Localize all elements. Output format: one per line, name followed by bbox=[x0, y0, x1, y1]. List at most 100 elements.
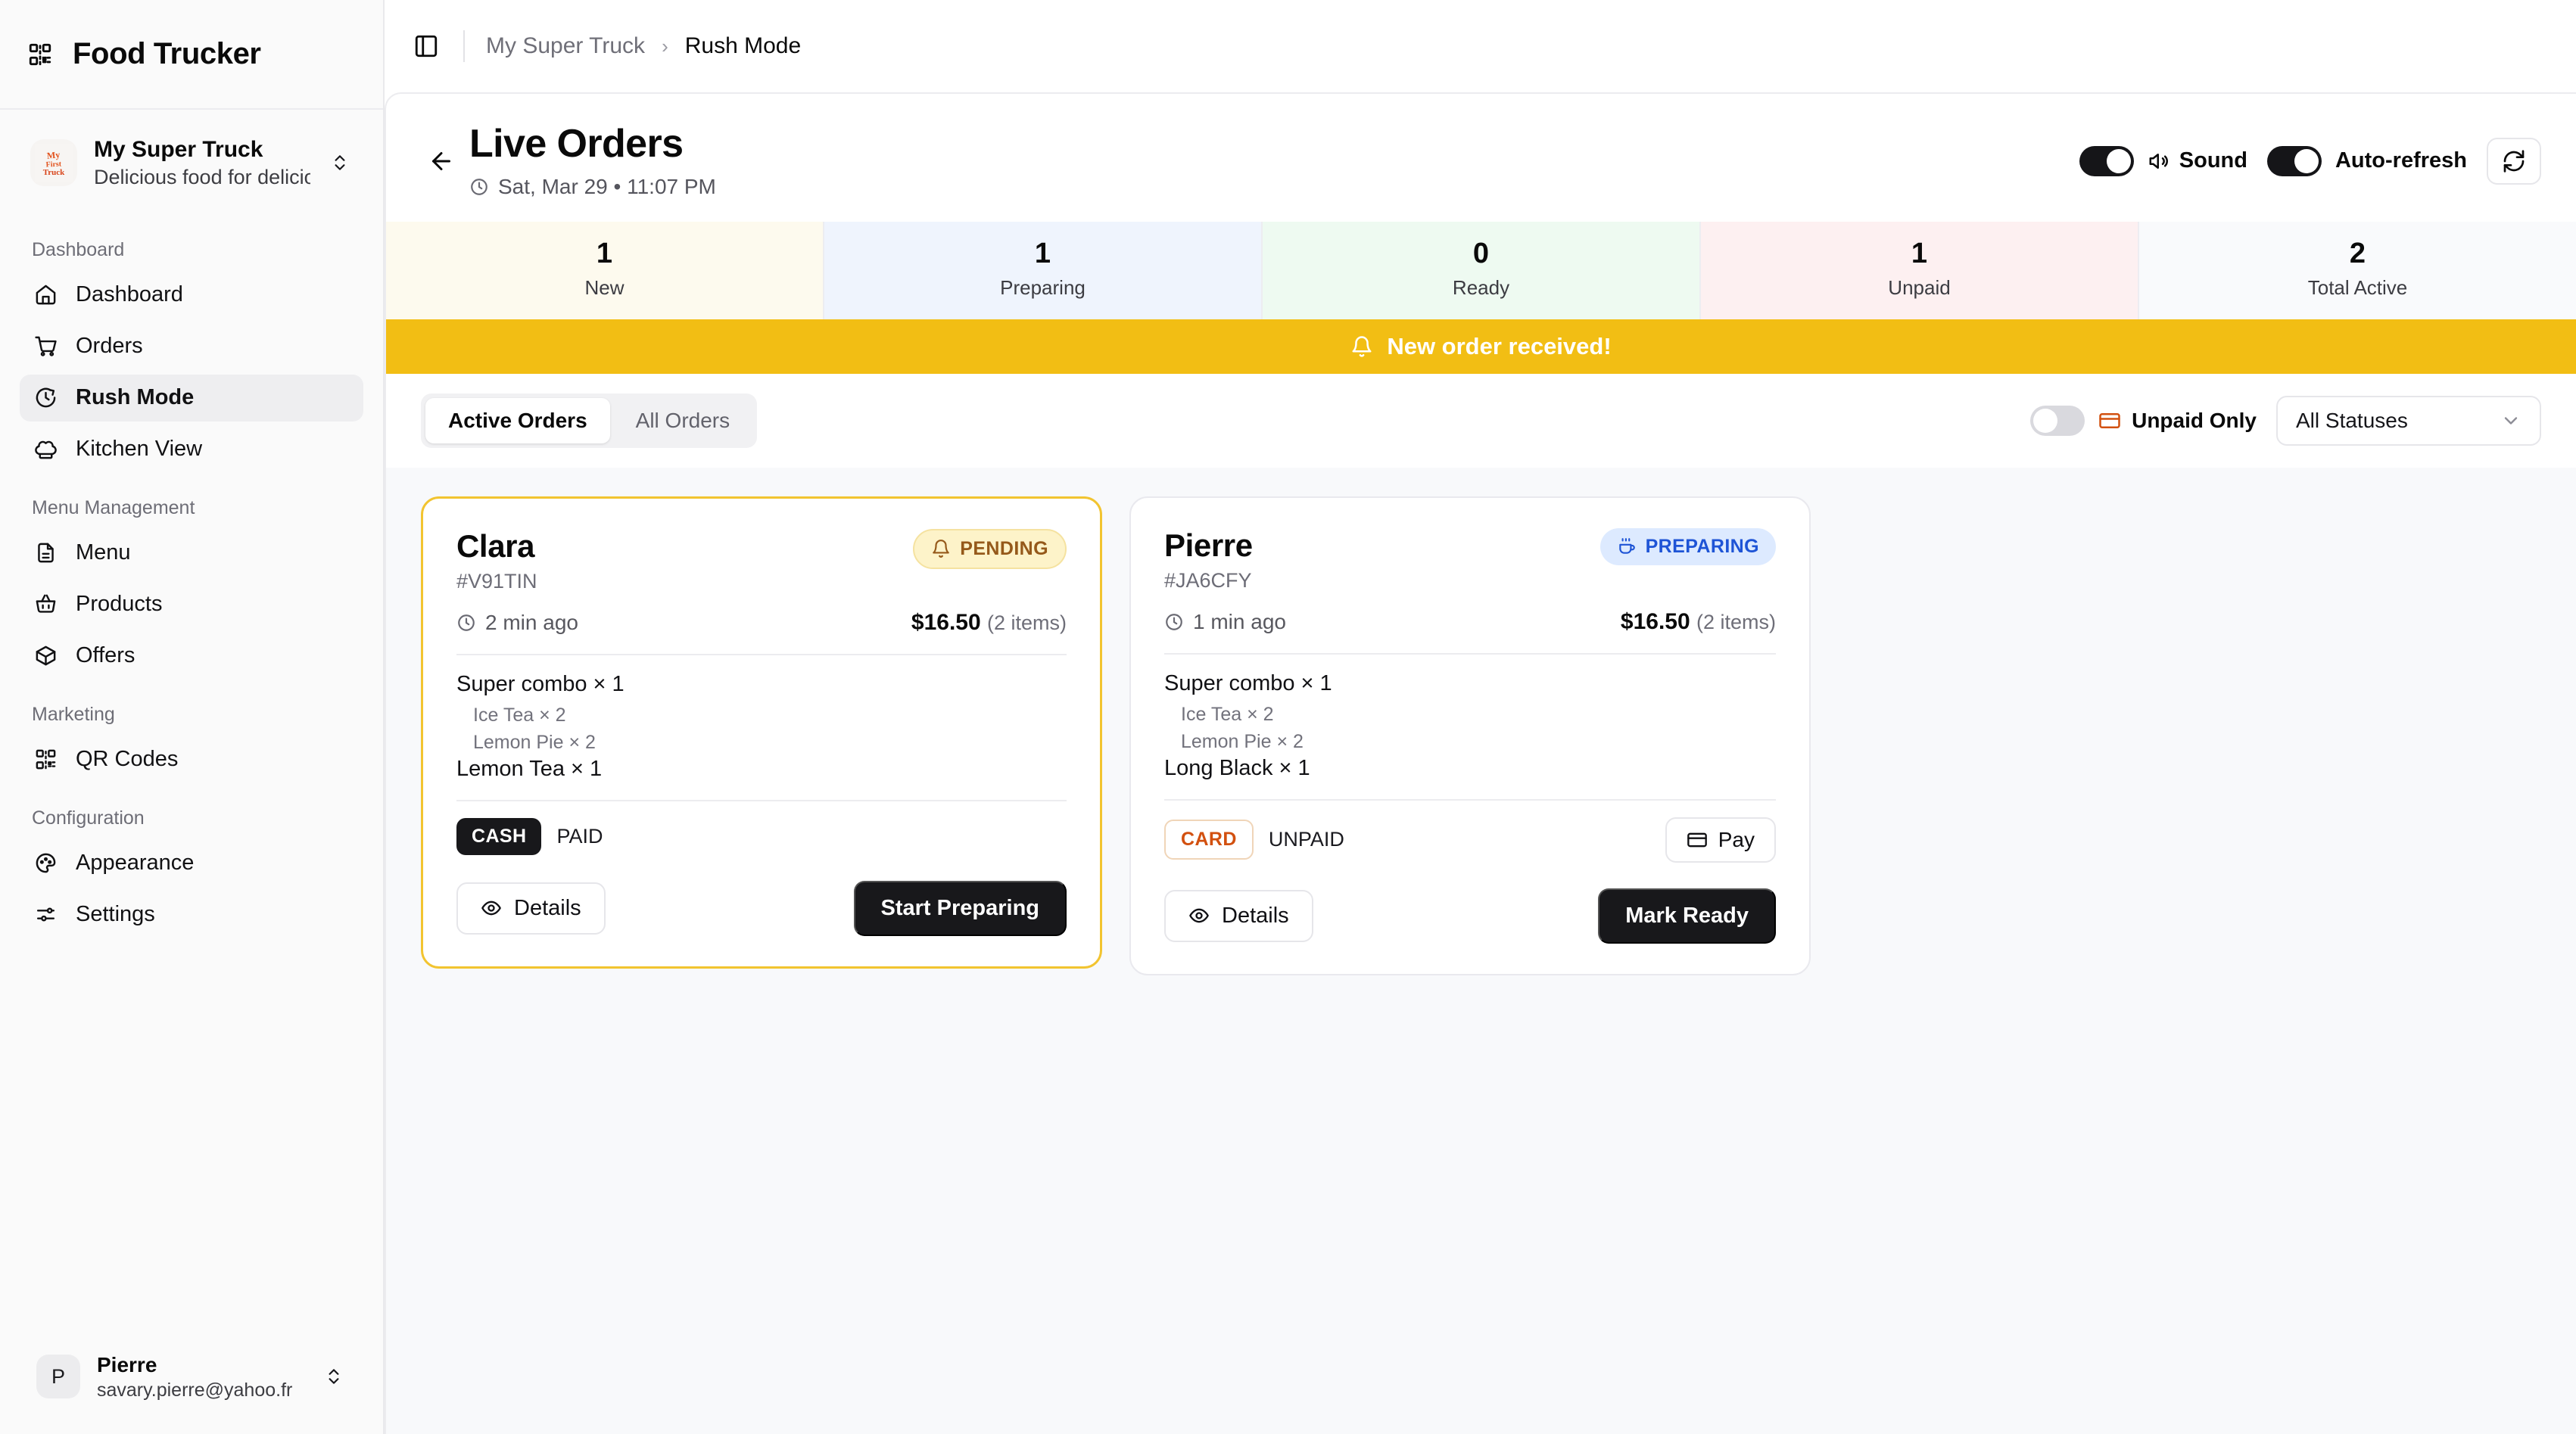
order-card[interactable]: Pierre #JA6CFY PREPARING 1 min ago $16.50 (2… bbox=[1129, 496, 1811, 975]
stat-tile-preparing: 1 Preparing bbox=[824, 222, 1263, 319]
chevron-right-icon: › bbox=[662, 34, 668, 58]
stat-label: New bbox=[584, 275, 625, 299]
filters-bar: Active Orders All Orders Unpaid Only bbox=[386, 373, 2576, 468]
breadcrumb-parent[interactable]: My Super Truck bbox=[486, 33, 646, 58]
truck-description: Delicious food for deliciou... bbox=[94, 165, 310, 188]
brand-title: Food Trucker bbox=[73, 37, 261, 70]
sidebar-toggle-icon[interactable] bbox=[410, 30, 442, 62]
sidebar-item-menu[interactable]: Menu bbox=[20, 530, 363, 577]
nav-group-label: Configuration bbox=[32, 807, 145, 829]
basket-icon bbox=[33, 593, 58, 617]
sliders-icon bbox=[33, 903, 58, 927]
stat-value: 1 bbox=[1911, 238, 1928, 270]
user-switcher[interactable]: P Pierre savary.pierre@yahoo.fr bbox=[14, 1336, 369, 1418]
home-icon bbox=[33, 283, 58, 307]
stat-value: 1 bbox=[1034, 238, 1051, 270]
order-card[interactable]: Clara #V91TIN PENDING 2 min ago $16.50 (2 it… bbox=[421, 496, 1102, 969]
order-sub-item: Lemon Pie × 2 bbox=[1181, 731, 1304, 753]
arrow-left-icon[interactable] bbox=[421, 148, 462, 175]
pay-button[interactable]: Pay bbox=[1665, 817, 1776, 863]
eye-icon bbox=[1188, 905, 1210, 926]
stat-value: 2 bbox=[2349, 238, 2366, 270]
page-container: Live Orders Sat, Mar 29 • 11:07 PM bbox=[385, 92, 2576, 1434]
chevron-up-down-icon[interactable] bbox=[321, 1365, 347, 1388]
header-controls: Sound Auto-refresh bbox=[2079, 137, 2541, 185]
order-items-count: (2 items) bbox=[986, 611, 1067, 635]
primary-action-button[interactable]: Start Preparing bbox=[853, 880, 1067, 936]
sound-toggle[interactable] bbox=[2079, 145, 2134, 176]
order-time: 1 min ago bbox=[1164, 610, 1286, 634]
sidebar-item-qr-codes[interactable]: QR Codes bbox=[20, 736, 363, 783]
qr-code-icon bbox=[27, 42, 53, 67]
sound-toggle-group: Sound bbox=[2079, 145, 2247, 176]
sidebar-item-appearance[interactable]: Appearance bbox=[20, 840, 363, 887]
nav-group-label: Dashboard bbox=[32, 238, 125, 260]
sidebar-item-orders[interactable]: Orders bbox=[20, 323, 363, 370]
sidebar-item-products[interactable]: Products bbox=[20, 581, 363, 628]
sidebar-item-label: Kitchen View bbox=[76, 437, 203, 462]
order-sub-item: Lemon Pie × 2 bbox=[473, 732, 596, 754]
order-identity: Clara #V91TIN bbox=[456, 528, 537, 593]
pay-button-label: Pay bbox=[1718, 827, 1755, 851]
sidebar-item-settings[interactable]: Settings bbox=[20, 891, 363, 938]
breadcrumb-current: Rush Mode bbox=[684, 33, 802, 58]
svg-text:My: My bbox=[46, 149, 61, 161]
sidebar-item-label: Dashboard bbox=[76, 282, 183, 307]
primary-action-button[interactable]: Mark Ready bbox=[1598, 888, 1776, 944]
clock-icon bbox=[456, 613, 476, 633]
details-button[interactable]: Details bbox=[1164, 889, 1313, 942]
page-subtitle: Sat, Mar 29 • 11:07 PM bbox=[498, 175, 716, 199]
tab-active-orders[interactable]: Active Orders bbox=[425, 397, 610, 443]
payment-row: CASH PAID bbox=[456, 817, 1067, 855]
unpaid-only-label: Unpaid Only bbox=[2132, 408, 2257, 432]
nav-group-label: Marketing bbox=[32, 703, 115, 725]
order-items-count: (2 items) bbox=[1696, 611, 1776, 634]
payment-status: UNPAID bbox=[1268, 828, 1344, 851]
page-subtitle-row: Sat, Mar 29 • 11:07 PM bbox=[469, 175, 2079, 199]
sound-label-group: Sound bbox=[2148, 148, 2247, 173]
sidebar-item-dashboard[interactable]: Dashboard bbox=[20, 272, 363, 319]
clock-icon bbox=[1164, 612, 1184, 632]
user-meta: Pierre savary.pierre@yahoo.fr bbox=[97, 1352, 304, 1403]
nav-group-label: Menu Management bbox=[32, 496, 195, 518]
sidebar-item-kitchen-view[interactable]: Kitchen View bbox=[20, 426, 363, 473]
status-select[interactable]: All Statuses bbox=[2276, 395, 2541, 446]
stat-tile-new: 1 New bbox=[386, 222, 824, 319]
order-time-label: 1 min ago bbox=[1193, 610, 1286, 634]
auto-refresh-toggle-group: Auto-refresh bbox=[2266, 145, 2467, 176]
sidebar-item-label: Offers bbox=[76, 643, 135, 668]
filters-right: Unpaid Only All Statuses bbox=[2030, 395, 2541, 446]
chevron-down-icon bbox=[2500, 410, 2521, 431]
order-scope-tabs: Active Orders All Orders bbox=[421, 393, 758, 448]
sidebar: Food Trucker My First Truck My Super Tru… bbox=[0, 0, 385, 1434]
sidebar-item-label: Rush Mode bbox=[76, 385, 195, 410]
truck-switcher[interactable]: My First Truck My Super Truck Delicious … bbox=[20, 126, 363, 200]
divider bbox=[1164, 798, 1776, 801]
order-actions: Details Start Preparing bbox=[456, 880, 1067, 936]
stat-label: Ready bbox=[1452, 275, 1510, 299]
banner-text: New order received! bbox=[1387, 332, 1612, 359]
unpaid-only-toggle[interactable] bbox=[2030, 405, 2085, 436]
refresh-button[interactable] bbox=[2487, 137, 2541, 185]
status-badge: PENDING bbox=[913, 528, 1067, 569]
stat-label: Preparing bbox=[1000, 275, 1086, 299]
sound-label: Sound bbox=[2179, 148, 2247, 173]
truck-meta: My Super Truck Delicious food for delici… bbox=[94, 135, 310, 191]
tab-all-orders[interactable]: All Orders bbox=[635, 408, 730, 432]
details-button[interactable]: Details bbox=[456, 882, 606, 935]
clock-icon bbox=[469, 177, 489, 197]
stat-tile-unpaid: 1 Unpaid bbox=[1701, 222, 2139, 319]
sidebar-item-label: Appearance bbox=[76, 851, 195, 876]
auto-refresh-toggle[interactable] bbox=[2266, 145, 2322, 176]
shopping-cart-icon bbox=[33, 334, 58, 359]
sidebar-item-label: Settings bbox=[76, 902, 155, 927]
chevron-up-down-icon[interactable] bbox=[327, 151, 353, 174]
details-button-label: Details bbox=[1222, 903, 1289, 928]
order-line-item: Super combo × 1 bbox=[1164, 671, 1332, 696]
sidebar-item-offers[interactable]: Offers bbox=[20, 633, 363, 680]
order-sub-item: Ice Tea × 2 bbox=[1181, 704, 1274, 726]
sidebar-item-rush-mode[interactable]: Rush Mode bbox=[20, 374, 363, 421]
